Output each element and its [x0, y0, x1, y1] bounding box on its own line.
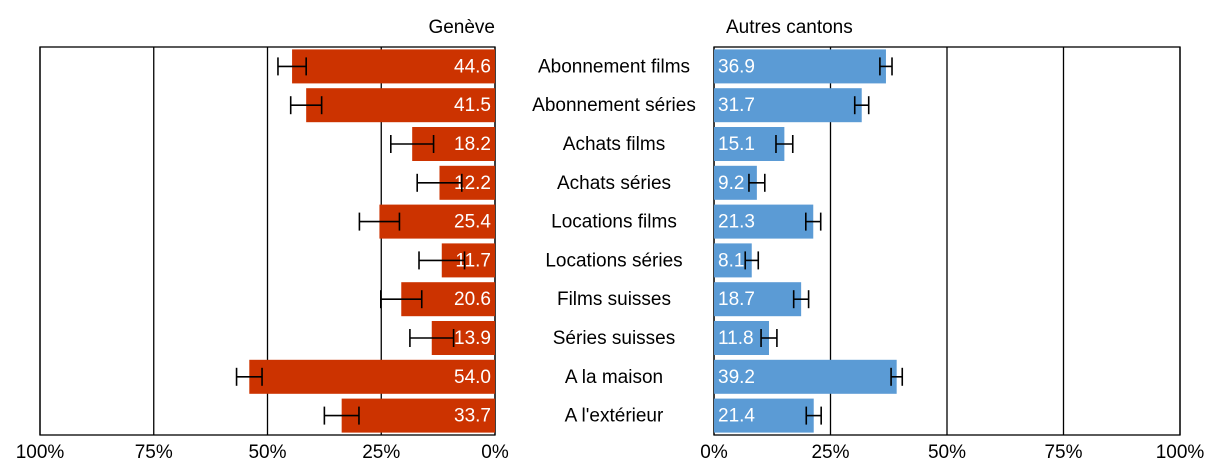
- error-bar: [418, 251, 466, 270]
- category-label: Abonnement films: [538, 56, 690, 77]
- x-tick-label: 25%: [811, 442, 849, 462]
- error-bar: [853, 96, 870, 115]
- error-bar: [289, 96, 323, 115]
- error-bar: [379, 290, 423, 309]
- category-label: Séries suisses: [553, 328, 676, 349]
- category-label: Achats séries: [557, 173, 671, 194]
- value-label: 54.0: [454, 367, 491, 388]
- value-label: 15.1: [718, 134, 755, 155]
- category-label: Abonnement séries: [532, 95, 696, 116]
- value-label: 36.9: [718, 56, 755, 77]
- bar: [714, 127, 785, 161]
- error-bar: [792, 290, 810, 309]
- x-tick-label: 50%: [248, 442, 286, 462]
- x-tick-label: 25%: [362, 442, 400, 462]
- value-label: 18.7: [718, 289, 755, 310]
- panel-title: Genève: [428, 17, 495, 38]
- plot-frame: [39, 46, 496, 436]
- error-bar: [890, 367, 904, 386]
- value-label: 39.2: [718, 367, 755, 388]
- bar: [306, 88, 495, 123]
- x-tick-label: 0%: [481, 442, 509, 462]
- value-label: 41.5: [454, 95, 491, 116]
- value-label: 44.6: [454, 56, 491, 77]
- bar: [714, 49, 886, 84]
- bar: [714, 321, 769, 355]
- bar: [341, 398, 495, 433]
- category-label: Achats films: [563, 134, 665, 155]
- error-bar: [744, 251, 760, 270]
- error-bar: [879, 57, 893, 76]
- error-bar: [748, 173, 766, 192]
- category-label: Locations séries: [545, 250, 682, 271]
- error-bar: [416, 173, 463, 192]
- category-label: A l'extérieur: [565, 406, 664, 427]
- x-tick-label: 75%: [1044, 442, 1082, 462]
- error-bar: [760, 329, 778, 347]
- category-label: A la maison: [565, 367, 663, 388]
- error-bar: [805, 406, 822, 425]
- value-label: 11.8: [718, 328, 754, 349]
- bar: [714, 88, 862, 123]
- bar: [714, 282, 802, 317]
- value-label: 18.2: [454, 134, 491, 155]
- value-label: 21.3: [718, 212, 755, 233]
- x-tick-label: 0%: [700, 442, 728, 462]
- error-bar: [235, 367, 263, 386]
- category-label: Locations films: [551, 212, 677, 233]
- value-label: 21.4: [718, 406, 755, 427]
- x-tick-label: 75%: [135, 442, 173, 462]
- bar: [249, 359, 495, 394]
- bar: [714, 204, 814, 239]
- panel-title: Autres cantons: [726, 17, 853, 38]
- x-tick-label: 100%: [1156, 442, 1205, 462]
- value-label: 33.7: [454, 406, 491, 427]
- category-label: Films suisses: [557, 289, 671, 310]
- error-bar: [277, 57, 307, 76]
- error-bar: [358, 212, 401, 231]
- x-tick-label: 100%: [16, 442, 65, 462]
- error-bar: [775, 135, 794, 153]
- value-label: 20.6: [454, 289, 491, 310]
- bar: [714, 359, 897, 394]
- bar: [714, 398, 814, 433]
- bar: [292, 49, 495, 84]
- error-bar: [390, 135, 435, 153]
- plot-frame: [713, 46, 1181, 436]
- value-label: 31.7: [718, 95, 755, 116]
- value-label: 8.1: [718, 250, 744, 271]
- value-label: 9.2: [718, 173, 744, 194]
- error-bar: [409, 329, 455, 347]
- error-bar: [805, 212, 822, 231]
- x-tick-label: 50%: [928, 442, 966, 462]
- value-label: 25.4: [454, 212, 491, 233]
- value-label: 12.2: [454, 173, 491, 194]
- error-bar: [323, 406, 360, 425]
- value-label: 13.9: [454, 328, 491, 349]
